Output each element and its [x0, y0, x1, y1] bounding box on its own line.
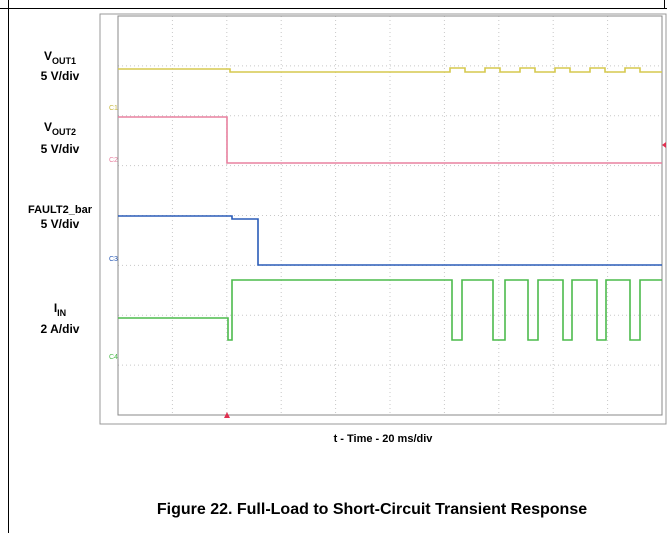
trigger-marker: [224, 412, 230, 418]
level-marker: [662, 142, 666, 148]
channel-label: FAULT2_bar: [28, 204, 93, 216]
waveform-vout2: [118, 116, 662, 164]
channel-label: VOUT1: [44, 49, 76, 66]
channel-scale: 5 V/div: [41, 217, 80, 231]
channel-marker: C3: [109, 256, 118, 263]
waveform-iin: [118, 279, 662, 341]
waveform-fault2: [118, 215, 662, 266]
channel-marker: C4: [109, 354, 118, 361]
channel-marker: C2: [109, 157, 118, 164]
channel-scale: 2 A/div: [41, 322, 80, 336]
channel-label: IIN: [54, 301, 66, 318]
channel-scale: 5 V/div: [41, 69, 80, 83]
channel-scale: 5 V/div: [41, 142, 80, 156]
waveform-vout1: [118, 67, 662, 73]
scope-grid: [118, 16, 662, 415]
x-axis-label: t - Time - 20 ms/div: [334, 433, 434, 445]
scope-frame: [99, 13, 667, 425]
channel-label: VOUT2: [44, 120, 76, 137]
channel-marker: C1: [109, 105, 118, 112]
figure-caption: Figure 22. Full-Load to Short-Circuit Tr…: [157, 501, 587, 518]
